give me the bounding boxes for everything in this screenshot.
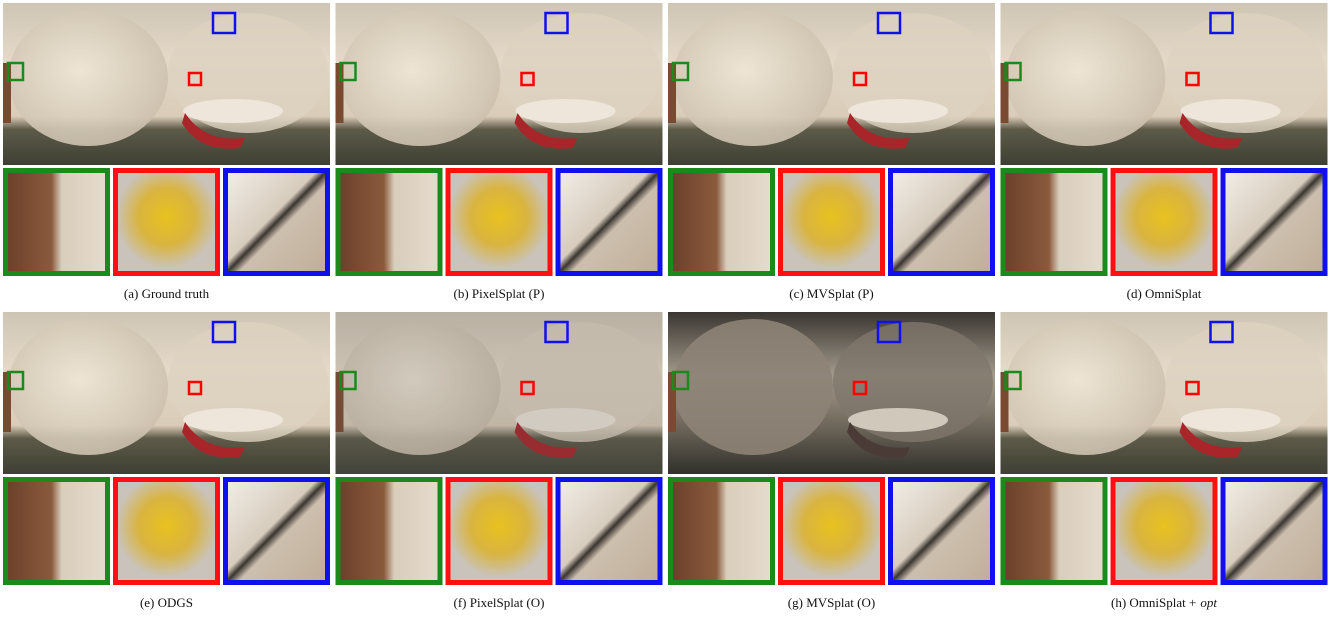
- panel: (d) OmniSplat: [1001, 3, 1328, 301]
- zoom-crop: [116, 480, 218, 583]
- zoom-crop: [1003, 171, 1105, 274]
- zoom-crop: [558, 171, 660, 274]
- caption: (c) MVSplat (P): [789, 286, 874, 301]
- zoom-crop: [781, 171, 883, 274]
- caption-text: (h) OmniSplat +: [1111, 595, 1196, 610]
- panel: (a) Ground truth: [3, 3, 330, 301]
- table: [516, 99, 616, 123]
- zoom-crop: [448, 171, 550, 274]
- zoom-crop: [671, 171, 773, 274]
- zoom-crop: [448, 480, 550, 583]
- sphere-wall: [673, 10, 833, 146]
- table: [183, 408, 283, 432]
- zoom-crop: [1113, 171, 1215, 274]
- zoom-crop: [1003, 480, 1105, 583]
- table: [848, 408, 948, 432]
- sphere-wall: [8, 10, 168, 146]
- panel: (b) PixelSplat (P): [336, 3, 663, 301]
- sphere-wall: [8, 319, 168, 455]
- caption-text: (a) Ground truth: [124, 286, 210, 301]
- zoom-crop: [226, 480, 328, 583]
- table: [1181, 99, 1281, 123]
- zoom-crop: [671, 480, 773, 583]
- caption: (a) Ground truth: [124, 286, 210, 301]
- caption: (h) OmniSplat + opt: [1111, 595, 1217, 610]
- zoom-crop: [781, 480, 883, 583]
- zoom-crop: [891, 171, 993, 274]
- zoom-crop: [1223, 480, 1325, 583]
- sphere-wall: [673, 319, 833, 455]
- panel: (g) MVSplat (O): [668, 312, 995, 610]
- zoom-crop: [338, 171, 440, 274]
- caption: (f) PixelSplat (O): [454, 595, 545, 610]
- zoom-crop: [226, 171, 328, 274]
- caption: (b) PixelSplat (P): [454, 286, 545, 301]
- sphere-wall: [1006, 10, 1166, 146]
- caption-text: (b) PixelSplat (P): [454, 286, 545, 301]
- panel: (f) PixelSplat (O): [336, 312, 663, 610]
- table: [183, 99, 283, 123]
- caption-text: (g) MVSplat (O): [788, 595, 875, 610]
- caption-text: (f) PixelSplat (O): [454, 595, 545, 610]
- caption-text: (d) OmniSplat: [1127, 286, 1202, 301]
- zoom-crop: [1113, 480, 1215, 583]
- zoom-crop: [338, 480, 440, 583]
- panel: (h) OmniSplat + opt: [1001, 312, 1328, 610]
- zoom-crop: [1223, 171, 1325, 274]
- caption-italic: opt: [1200, 595, 1217, 610]
- caption: (g) MVSplat (O): [788, 595, 875, 610]
- panel: (e) ODGS: [3, 312, 330, 610]
- table: [1181, 408, 1281, 432]
- sphere-wall: [341, 10, 501, 146]
- zoom-crop: [891, 480, 993, 583]
- caption: (e) ODGS: [140, 595, 193, 610]
- panel: (c) MVSplat (P): [668, 3, 995, 301]
- table: [848, 99, 948, 123]
- zoom-crop: [116, 171, 218, 274]
- caption: (d) OmniSplat: [1127, 286, 1202, 301]
- zoom-crop: [6, 480, 108, 583]
- zoom-crop: [6, 171, 108, 274]
- caption-text: (e) ODGS: [140, 595, 193, 610]
- caption-text: (c) MVSplat (P): [789, 286, 874, 301]
- noise: [336, 312, 663, 474]
- figure: (a) Ground truth (b) PixelSplat (P) (c) MV…: [0, 0, 1331, 620]
- zoom-crop: [558, 480, 660, 583]
- sphere-wall: [1006, 319, 1166, 455]
